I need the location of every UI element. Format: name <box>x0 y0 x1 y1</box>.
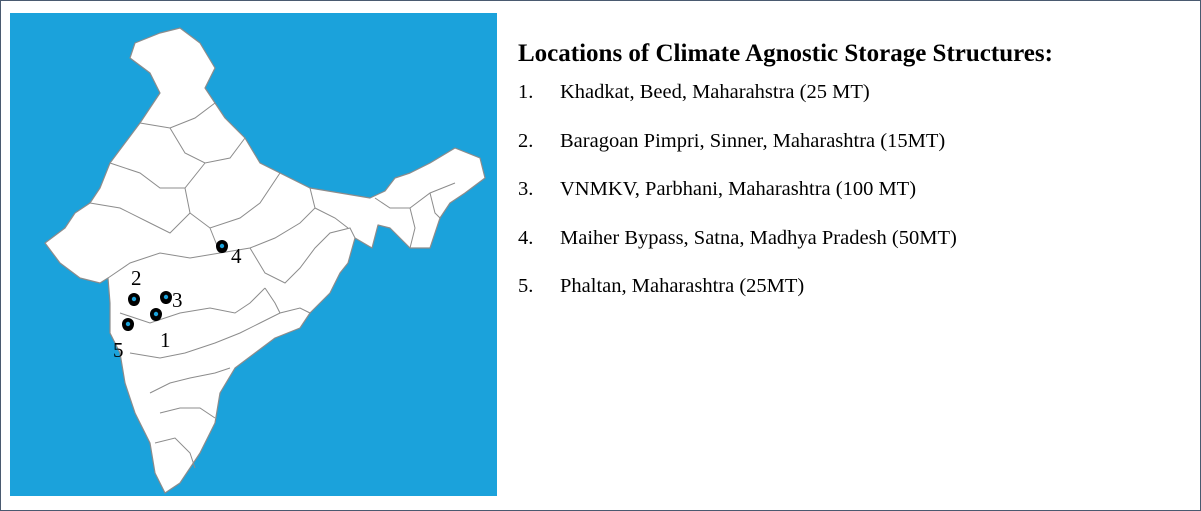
legend-item: 4. Maiher Bypass, Satna, Madhya Pradesh … <box>518 226 1053 275</box>
legend-item-number: 4. <box>518 226 534 249</box>
svg-text:4: 4 <box>231 244 242 268</box>
map-pins: 1 2 3 4 5 <box>113 240 242 362</box>
legend-item-number: 3. <box>518 178 534 200</box>
svg-text:3: 3 <box>172 288 183 312</box>
legend-item-number: 2. <box>518 129 534 152</box>
svg-text:1: 1 <box>160 328 171 352</box>
india-map: 1 2 3 4 5 <box>10 13 497 496</box>
legend-item: 3. VNMKV, Parbhani, Maharashtra (100 MT) <box>518 177 1053 226</box>
legend-item-number: 5. <box>518 275 534 297</box>
legend: Locations of Climate Agnostic Storage St… <box>518 40 1053 323</box>
svg-text:5: 5 <box>113 338 124 362</box>
legend-list: 1. Khadkat, Beed, Maharahstra (25 MT) 2.… <box>518 80 1053 323</box>
legend-item-text: Baragoan Pimpri, Sinner, Maharashtra (15… <box>560 129 946 152</box>
map-pin-5: 5 <box>113 318 134 362</box>
legend-item: 1. Khadkat, Beed, Maharahstra (25 MT) <box>518 80 1053 129</box>
map-pin-3: 3 <box>160 288 183 312</box>
india-land <box>44 27 486 494</box>
svg-text:2: 2 <box>131 266 142 290</box>
map-pin-icon <box>150 308 162 326</box>
map-pin-1: 1 <box>150 308 171 352</box>
legend-item: 2. Baragoan Pimpri, Sinner, Maharashtra … <box>518 129 1053 178</box>
legend-item-text: VNMKV, Parbhani, Maharashtra (100 MT) <box>560 178 917 200</box>
map-pin-2: 2 <box>128 266 142 306</box>
map-pin-4: 4 <box>216 240 242 268</box>
legend-item-text: Khadkat, Beed, Maharahstra (25 MT) <box>560 81 870 103</box>
india-map-svg: 1 2 3 4 5 <box>44 27 486 494</box>
legend-title: Locations of Climate Agnostic Storage St… <box>518 40 1053 67</box>
legend-item-text: Phaltan, Maharashtra (25MT) <box>560 275 805 297</box>
legend-item: 5. Phaltan, Maharashtra (25MT) <box>518 274 1053 323</box>
state-borders <box>89 102 456 469</box>
legend-item-text: Maiher Bypass, Satna, Madhya Pradesh (50… <box>560 226 957 249</box>
legend-item-number: 1. <box>518 81 534 103</box>
